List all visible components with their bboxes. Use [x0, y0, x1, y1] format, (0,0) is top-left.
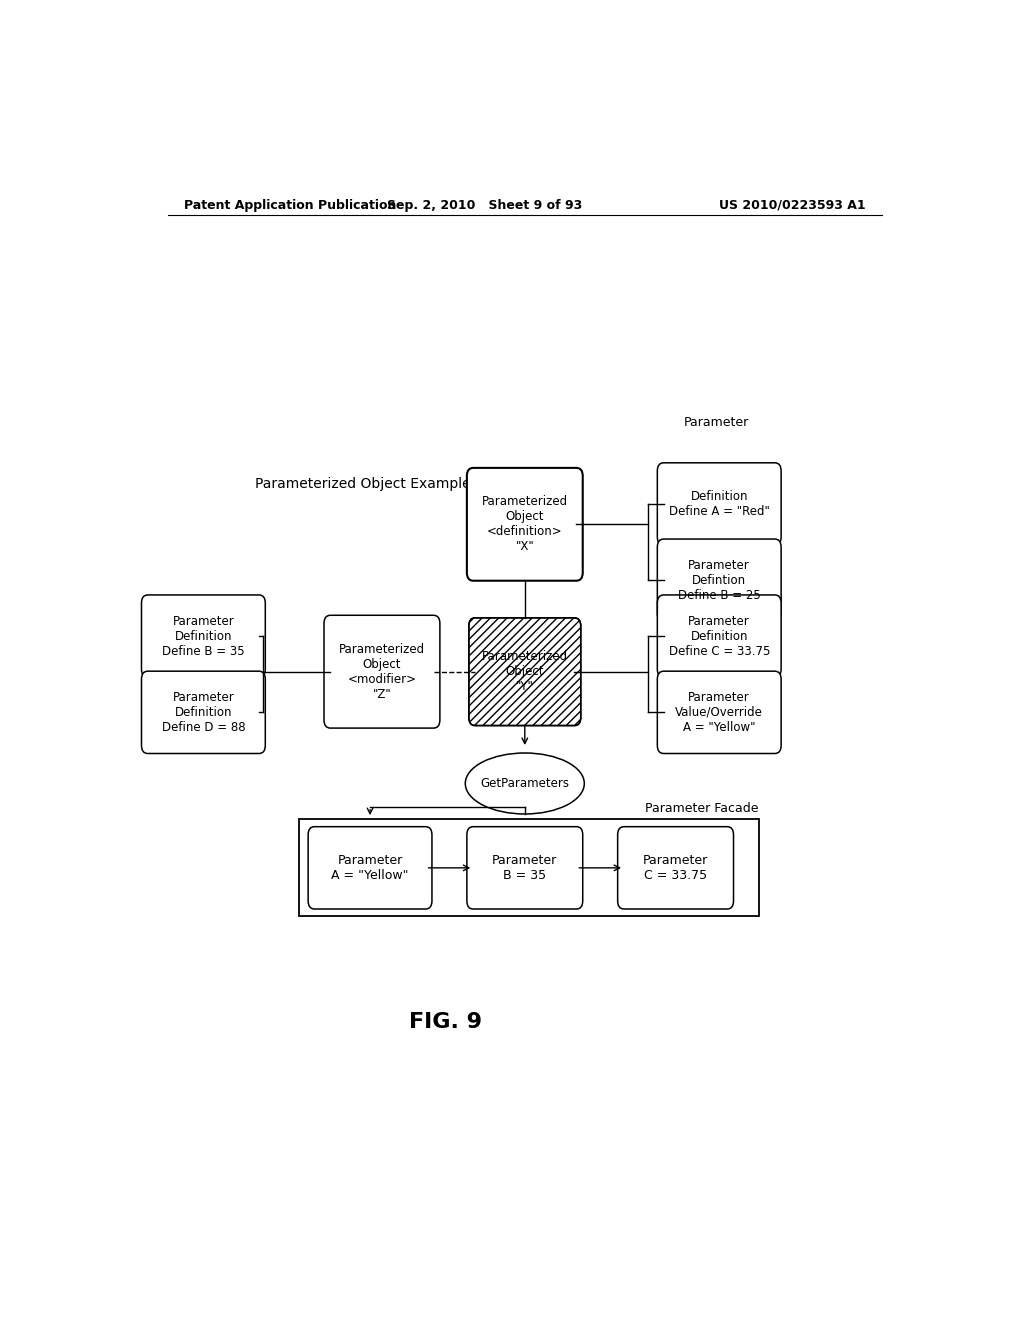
FancyBboxPatch shape: [657, 463, 781, 545]
Text: Parameter
Value/Override
A = "Yellow": Parameter Value/Override A = "Yellow": [675, 690, 763, 734]
Text: Parameterized
Object
<definition>
"X": Parameterized Object <definition> "X": [481, 495, 568, 553]
Text: Parameter: Parameter: [684, 416, 749, 429]
Text: Parameter
A = "Yellow": Parameter A = "Yellow": [332, 854, 409, 882]
Text: Parameter
Definition
Define B = 35: Parameter Definition Define B = 35: [162, 615, 245, 657]
Text: Parameter
C = 33.75: Parameter C = 33.75: [643, 854, 709, 882]
Text: Parameter
B = 35: Parameter B = 35: [493, 854, 557, 882]
FancyBboxPatch shape: [141, 595, 265, 677]
Text: Sep. 2, 2010   Sheet 9 of 93: Sep. 2, 2010 Sheet 9 of 93: [387, 198, 583, 211]
Text: Parameter
Definition
Define D = 88: Parameter Definition Define D = 88: [162, 690, 245, 734]
Text: Parameterized
Object
"Y": Parameterized Object "Y": [481, 651, 568, 693]
Text: Parameter
Definition
Define C = 33.75: Parameter Definition Define C = 33.75: [669, 615, 770, 657]
FancyBboxPatch shape: [469, 618, 581, 726]
Text: GetParameters: GetParameters: [480, 777, 569, 789]
FancyBboxPatch shape: [467, 826, 583, 909]
Text: Patent Application Publication: Patent Application Publication: [183, 198, 396, 211]
Bar: [299, 818, 759, 916]
Text: Definition
Define A = "Red": Definition Define A = "Red": [669, 490, 770, 517]
Text: Parameterized
Object
<modifier>
"Z": Parameterized Object <modifier> "Z": [339, 643, 425, 701]
FancyBboxPatch shape: [308, 826, 432, 909]
FancyBboxPatch shape: [141, 671, 265, 754]
FancyBboxPatch shape: [657, 539, 781, 622]
FancyBboxPatch shape: [657, 671, 781, 754]
FancyBboxPatch shape: [617, 826, 733, 909]
Ellipse shape: [465, 752, 585, 814]
FancyBboxPatch shape: [324, 615, 440, 729]
Text: Parameterized Object Example: Parameterized Object Example: [255, 477, 471, 491]
Text: Parameter Facade: Parameter Facade: [645, 803, 759, 814]
Text: Parameter
Defintion
Define B = 25: Parameter Defintion Define B = 25: [678, 558, 761, 602]
Text: US 2010/0223593 A1: US 2010/0223593 A1: [720, 198, 866, 211]
Text: FIG. 9: FIG. 9: [409, 1012, 482, 1032]
FancyBboxPatch shape: [657, 595, 781, 677]
FancyBboxPatch shape: [467, 467, 583, 581]
